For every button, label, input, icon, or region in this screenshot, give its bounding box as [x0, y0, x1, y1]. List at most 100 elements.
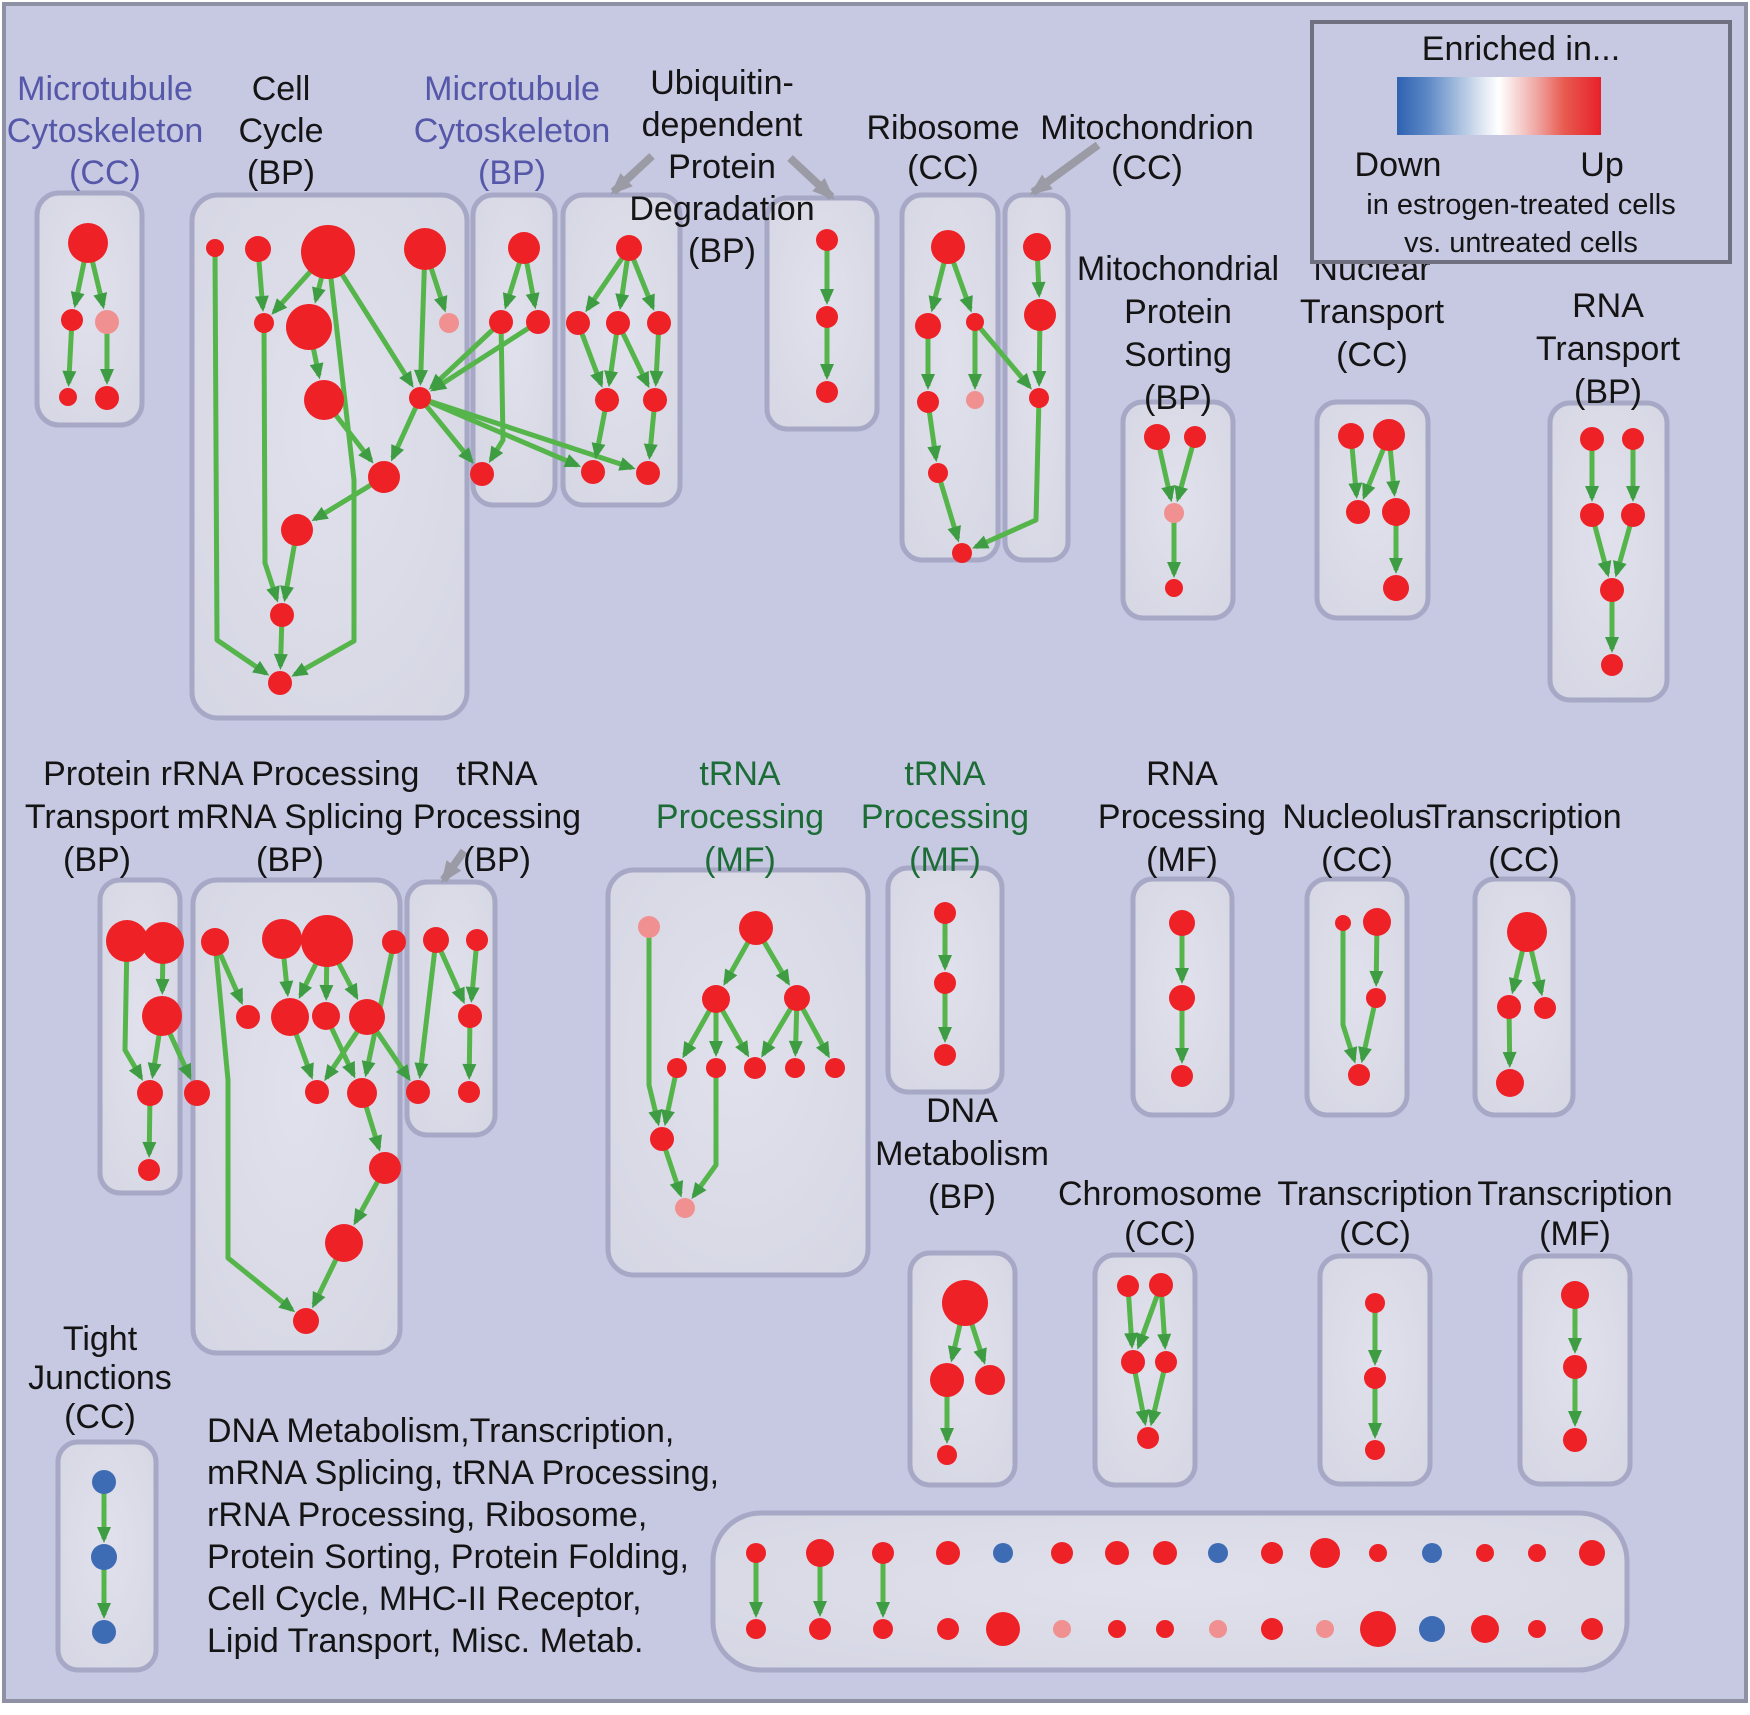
go-term-node-a5: [95, 386, 119, 410]
cluster-label-protein-transport-label-line0: Protein: [43, 755, 151, 793]
go-term-node-j0: [92, 1470, 116, 1494]
go-term-node-c0: [206, 239, 224, 257]
cluster-label-trna-processing-bp-label-line0: tRNA: [456, 755, 538, 793]
cluster-label-rna-transport-label-line0: RNA: [1572, 287, 1644, 325]
label-pointer-arrow-pointer-to-ubiquitin-box: [610, 153, 655, 195]
cluster-label-cell-cycle-bp-label-line2: (BP): [247, 154, 315, 192]
cluster-box-dna-metabolism-bp: [907, 1250, 1018, 1488]
go-term-node-w3: [458, 1081, 480, 1103]
hierarchy-edge-c3-c8: [413, 248, 428, 387]
cluster-label-mitochondrial-protein-sorting-label-line1: Protein: [1124, 293, 1232, 331]
go-term-node-x2: [1366, 988, 1386, 1008]
cluster-label-transcription-mf-label-line1: (MF): [1539, 1215, 1611, 1253]
go-term-node-gm3: [312, 1002, 340, 1030]
misc-cluster-list-line-3: Protein Sorting, Protein Folding,: [207, 1538, 689, 1576]
go-term-node-c5: [286, 304, 332, 350]
cluster-label-microtubule-cytoskeleton-cc-label-line1: Cytoskeleton: [7, 112, 204, 150]
cluster-label-mitochondrial-protein-sorting-label-line3: (BP): [1144, 379, 1212, 417]
go-term-node-q0: [1580, 427, 1604, 451]
go-term-node-j2: [92, 1620, 116, 1644]
go-term-node-klo: [650, 1127, 674, 1151]
go-term-node-m0: [1023, 233, 1051, 261]
go-term-node-i13b: [1419, 1616, 1445, 1642]
go-term-node-i14a: [1476, 1544, 1494, 1562]
go-term-node-nt1: [1373, 419, 1405, 451]
go-term-node-p4: [138, 1159, 160, 1181]
go-term-node-d2: [975, 1365, 1005, 1395]
legend-up-label: Up: [1580, 146, 1623, 184]
go-term-node-u0: [616, 235, 642, 261]
go-term-node-i14b: [1471, 1615, 1499, 1643]
go-term-node-tc0: [1507, 912, 1547, 952]
go-term-node-i7a: [1105, 1541, 1129, 1565]
cluster-label-rna-processing-mf-label-line0: RNA: [1146, 755, 1218, 793]
go-term-node-i1a: [746, 1543, 766, 1563]
go-term-node-tm0: [1561, 1281, 1589, 1309]
go-term-node-u6: [581, 460, 605, 484]
go-term-node-i3b: [873, 1619, 893, 1639]
cluster-label-trna-processing-bp-label-line1: Processing: [413, 798, 581, 836]
go-term-node-w0: [423, 927, 449, 953]
go-term-node-i16a: [1579, 1540, 1605, 1566]
go-term-node-u2: [606, 311, 630, 335]
legend-subtitle-1: in estrogen-treated cells: [1366, 189, 1676, 221]
go-term-node-z1: [1169, 985, 1195, 1011]
go-term-node-kg0: [739, 911, 773, 945]
go-term-node-j1: [91, 1544, 117, 1570]
go-term-node-q4: [1600, 578, 1624, 602]
cluster-label-microtubule-cytoskeleton-cc-label-line0: Microtubule: [17, 70, 193, 108]
hierarchy-edge-c0-c12: [212, 247, 270, 676]
go-term-node-q5: [1601, 654, 1623, 676]
go-term-node-kr5: [825, 1058, 845, 1078]
go-term-node-r3: [917, 391, 939, 413]
cluster-box-chromosome-cc: [1092, 1252, 1198, 1488]
hierarchy-edge-m2-r6: [972, 397, 1042, 550]
go-term-node-tm2: [1563, 1428, 1587, 1452]
go-term-node-kp0: [638, 916, 660, 938]
go-term-node-y2: [934, 1044, 956, 1066]
legend-box: [1310, 20, 1732, 264]
cluster-label-microtubule-cytoskeleton-cc-label-line2: (CC): [69, 154, 141, 192]
hierarchy-edge-c2-c12: [291, 251, 357, 677]
go-term-node-tb0: [1365, 1293, 1385, 1313]
hierarchy-edge-kp0-klo: [646, 927, 663, 1127]
go-term-node-s2: [1164, 503, 1184, 523]
go-term-node-z2: [1171, 1065, 1193, 1087]
go-term-node-c11: [270, 603, 294, 627]
misc-cluster-list-line-2: rRNA Processing, Ribosome,: [207, 1496, 647, 1534]
go-term-node-m1: [1024, 299, 1056, 331]
cluster-label-ubiquitin-degradation-bp-label-line4: (BP): [688, 232, 756, 270]
go-term-node-gn: [369, 1152, 401, 1184]
go-term-node-c9: [368, 461, 400, 493]
go-term-node-i11b: [1316, 1620, 1334, 1638]
hierarchy-edge-x2-x3: [1358, 997, 1379, 1064]
cluster-box-rna-transport-bp: [1547, 400, 1670, 703]
go-term-node-h4: [1137, 1427, 1159, 1449]
go-term-node-kr2: [706, 1058, 726, 1078]
go-term-node-u3: [647, 311, 671, 335]
go-term-node-c1: [245, 236, 271, 262]
go-term-node-gb: [293, 1308, 319, 1334]
go-term-node-p2: [142, 996, 182, 1036]
cluster-label-tight-junctions-label-line2: (CC): [64, 1398, 136, 1436]
cluster-label-rrna-processing-label-line0: rRNA Processing: [161, 755, 420, 793]
go-term-node-d0: [942, 1280, 988, 1326]
go-term-node-i15b: [1528, 1620, 1546, 1638]
go-term-node-gm2: [271, 998, 309, 1036]
cluster-label-nuclear-transport-label-line1: Transport: [1300, 293, 1445, 331]
cluster-box-transcription-cc-mid: [1472, 876, 1576, 1118]
go-term-node-kr4: [785, 1058, 805, 1078]
go-term-node-i9a: [1208, 1543, 1228, 1563]
cluster-label-protein-transport-label-line2: (BP): [63, 841, 131, 879]
go-term-node-u1: [566, 311, 590, 335]
go-term-node-i5a: [993, 1543, 1013, 1563]
cluster-label-transcription-cc-bottom-label-line0: Transcription: [1277, 1175, 1472, 1213]
cluster-box-nuclear-transport-cc: [1314, 399, 1431, 621]
go-term-node-i13a: [1422, 1543, 1442, 1563]
cluster-label-chromosome-label-line0: Chromosome: [1058, 1175, 1262, 1213]
go-term-node-h2: [1121, 1350, 1145, 1374]
cluster-label-trna-processing-mf-small-label-line2: (MF): [909, 841, 981, 879]
cluster-label-rna-transport-label-line2: (BP): [1574, 373, 1642, 411]
go-term-node-y1: [934, 972, 956, 994]
hierarchy-edge-b1-b3: [488, 321, 506, 463]
